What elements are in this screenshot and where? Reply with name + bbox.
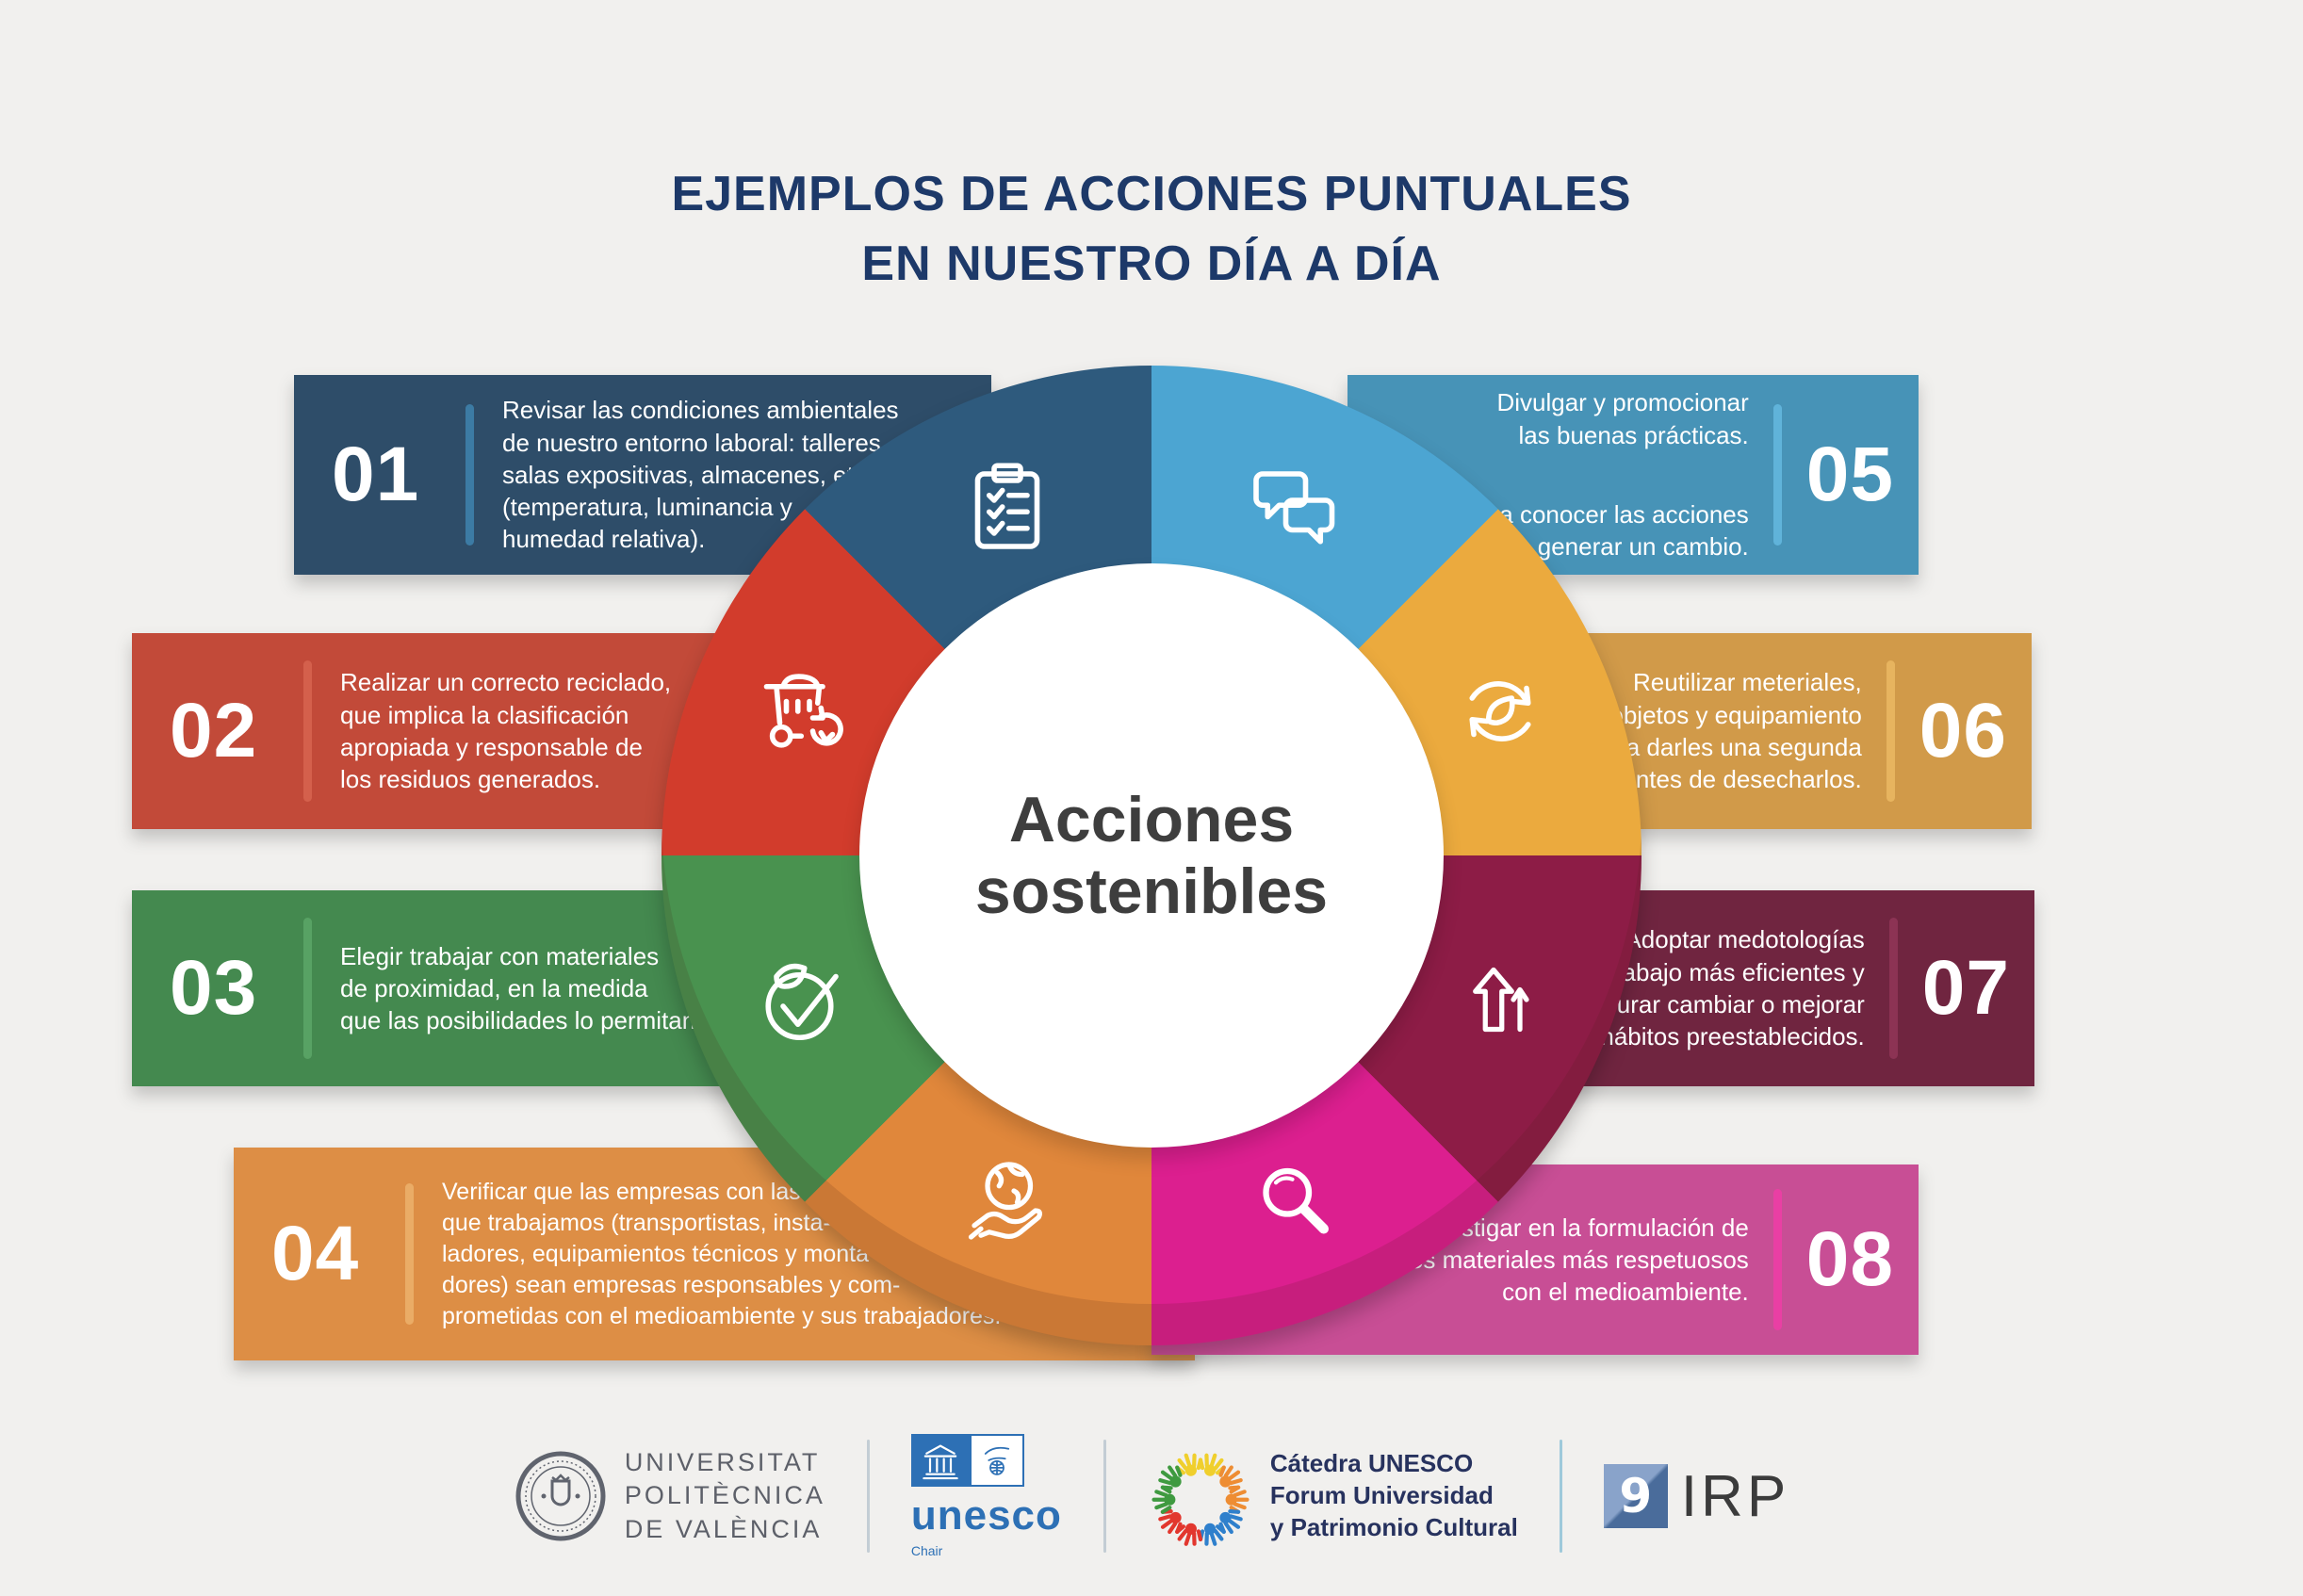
unesco-wordmark: unesco — [910, 1492, 1062, 1539]
catedra-logo-group: Cátedra UNESCO Forum Universidad y Patri… — [1148, 1443, 1518, 1549]
footer-divider — [1559, 1440, 1562, 1553]
magnifier-icon — [1243, 1151, 1348, 1257]
leaf-cycle-icon — [1447, 659, 1553, 764]
irp-glyph: 9 — [1619, 1469, 1653, 1523]
accent-bar — [303, 918, 312, 1059]
recycling-bin-icon — [750, 659, 856, 764]
speech-bubbles-icon — [1243, 454, 1348, 560]
catedra-unesco-label: Cátedra UNESCO Forum Universidad y Patri… — [1269, 1449, 1518, 1541]
up-arrows-icon — [1447, 947, 1553, 1052]
accent-bar — [1772, 404, 1782, 546]
globe-hand-icon — [955, 1151, 1060, 1257]
unesco-temple-icon — [910, 1434, 970, 1487]
clipboard-checklist-icon — [955, 454, 1060, 560]
item-number: 02 — [170, 688, 258, 774]
leaf-check-icon — [750, 947, 856, 1052]
footer-divider — [866, 1440, 870, 1553]
item-text: Realizar un correcto reciclado, que impl… — [340, 668, 672, 794]
item-number: 07 — [1921, 945, 2010, 1031]
unesco-logo — [910, 1434, 1024, 1487]
accent-bar — [1772, 1189, 1782, 1330]
item-number: 03 — [170, 945, 258, 1031]
item-number: 08 — [1805, 1216, 1894, 1302]
footer-logos: UNIVERSITAT POLITÈCNICA DE VALÈNCIA — [0, 1434, 2303, 1558]
unitwin-emblem-icon — [969, 1434, 1024, 1487]
accent-bar — [466, 404, 474, 546]
accent-bar — [303, 660, 312, 802]
accent-bar — [1888, 918, 1898, 1059]
upv-logo-group: UNIVERSITAT POLITÈCNICA DE VALÈNCIA — [514, 1446, 825, 1545]
irp-label: IRP — [1680, 1463, 1790, 1529]
item-text: Verificar que las empresas con las que t… — [442, 1178, 1002, 1329]
item-number: 01 — [332, 432, 420, 517]
footer-divider — [1102, 1440, 1106, 1553]
irp-logo-group: 9 IRP — [1603, 1463, 1790, 1530]
item-text: Elegir trabajar con materiales de proxim… — [340, 941, 703, 1035]
unesco-chair-label: Chair — [910, 1543, 943, 1558]
hands-circle-icon — [1148, 1443, 1253, 1549]
item-text-paragraph: Divulgar y promocionar las buenas prácti… — [1496, 388, 1749, 449]
action-item-03: 03 Elegir trabajar con materiales de pro… — [132, 890, 933, 1086]
accent-bar — [1886, 660, 1895, 802]
item-text: Revisar las condiciones ambientales de n… — [502, 396, 899, 554]
item-number: 05 — [1805, 432, 1894, 517]
actions-wheel: Acciones sostenibles — [662, 366, 1642, 1345]
wheel-center: Acciones sostenibles — [859, 563, 1444, 1148]
unesco-logo-group: unesco Chair — [910, 1434, 1062, 1558]
accent-bar — [405, 1183, 414, 1325]
irp-glyph-icon: 9 — [1603, 1464, 1668, 1528]
upv-name: UNIVERSITAT POLITÈCNICA DE VALÈNCIA — [624, 1448, 825, 1543]
item-text: Adoptar medotologías de trabajo más efic… — [1569, 925, 1865, 1051]
item-number: 04 — [271, 1211, 360, 1296]
wheel-center-label: Acciones sostenibles — [974, 783, 1329, 927]
page-title: EJEMPLOS DE ACCIONES PUNTUALES EN NUESTR… — [671, 167, 1632, 291]
upv-seal-icon — [515, 1451, 606, 1541]
item-number: 06 — [1919, 688, 2007, 774]
